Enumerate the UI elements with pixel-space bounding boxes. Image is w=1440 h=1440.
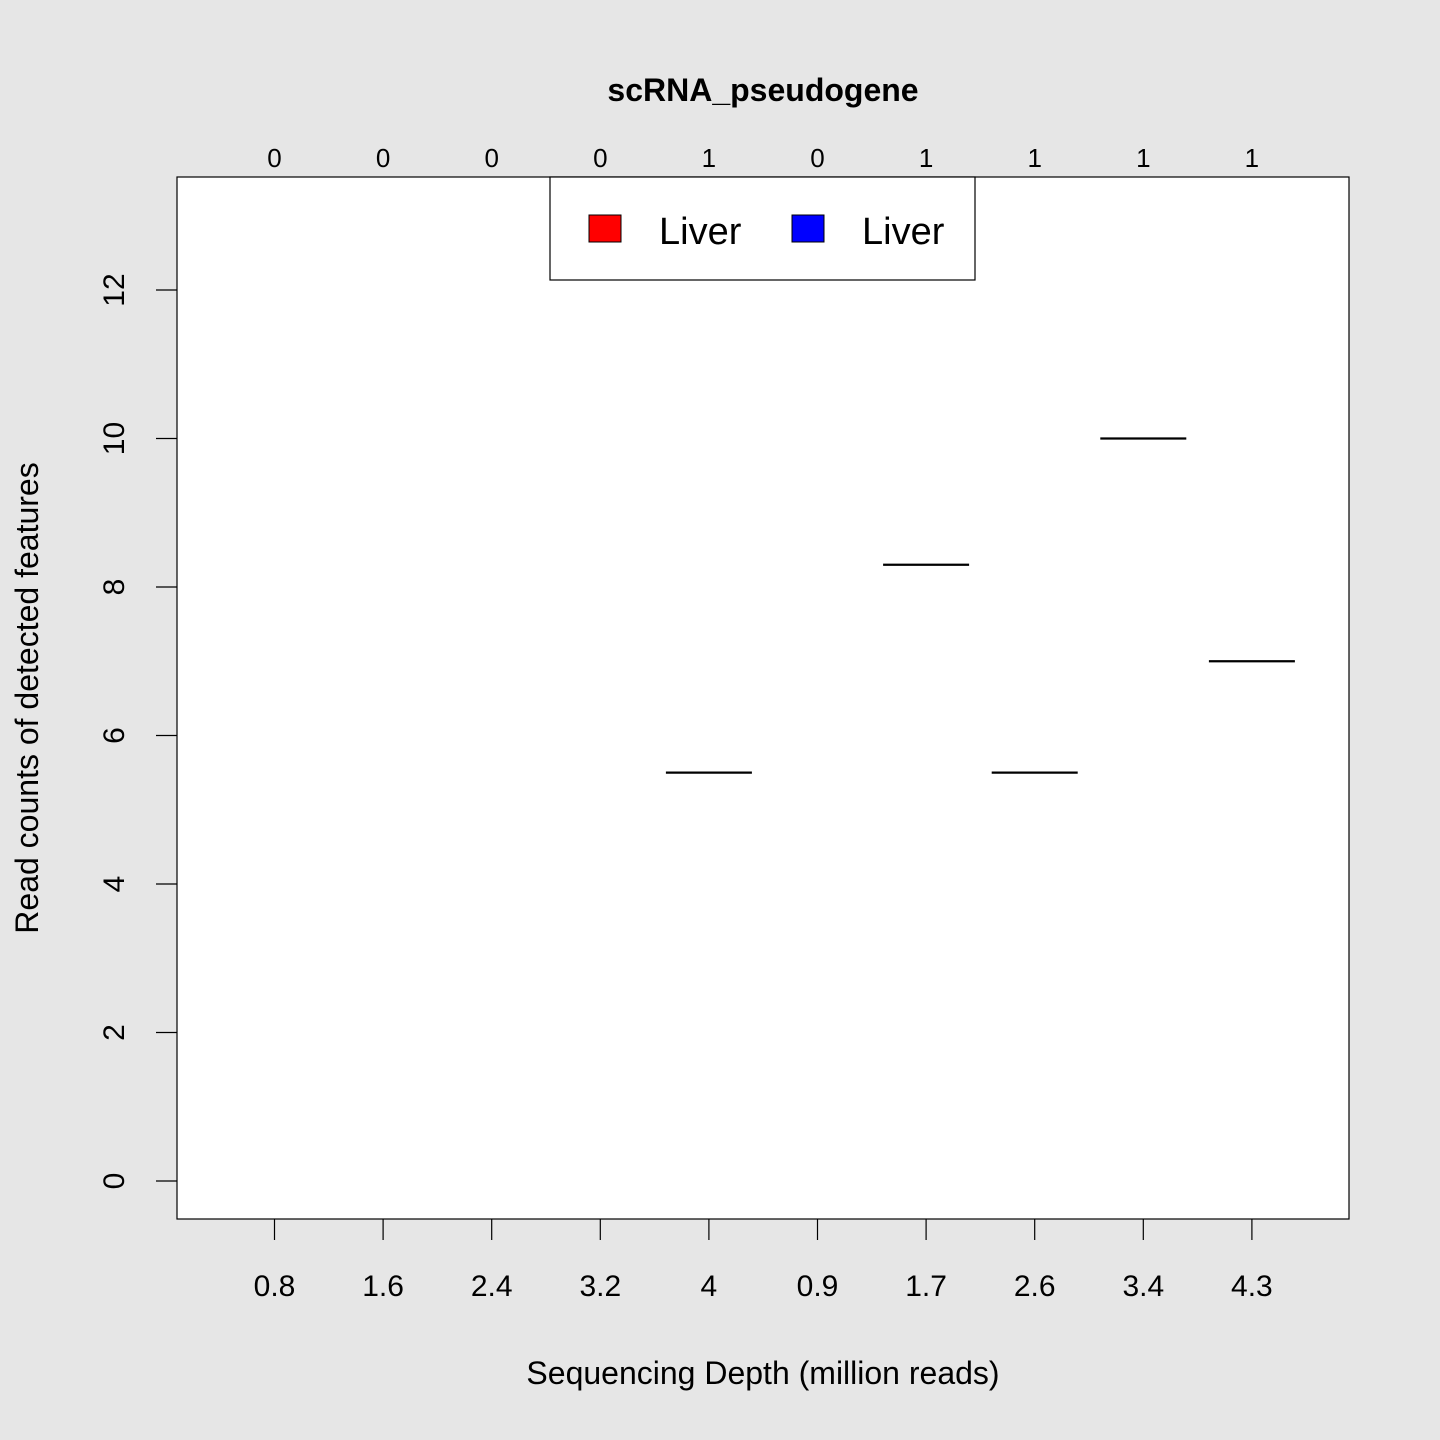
x-tick-label: 4.3 — [1231, 1270, 1273, 1303]
top-count-label: 0 — [267, 143, 281, 173]
x-tick-label: 1.6 — [362, 1270, 404, 1303]
x-tick-label: 0.8 — [254, 1270, 296, 1303]
x-axis-label: Sequencing Depth (million reads) — [526, 1355, 999, 1391]
chart-title: scRNA_pseudogene — [607, 72, 918, 108]
x-tick-label: 2.4 — [471, 1270, 513, 1303]
legend: Liver Liver — [549, 176, 976, 281]
top-count-label: 0 — [376, 143, 390, 173]
y-tick-label: 6 — [98, 727, 131, 744]
top-count-label: 1 — [1136, 143, 1150, 173]
y-axis: 0 2 4 6 8 10 12 — [98, 273, 177, 1189]
y-tick-label: 0 — [98, 1173, 131, 1190]
y-tick-label: 10 — [98, 422, 131, 455]
x-tick-label: 2.6 — [1014, 1270, 1056, 1303]
top-count-label: 0 — [484, 143, 498, 173]
median-marks — [665, 437, 1295, 774]
plot-area — [176, 176, 1350, 1220]
x-tick-label: 3.4 — [1122, 1270, 1164, 1303]
legend-swatch-liver-red — [588, 214, 622, 243]
y-tick-label: 12 — [98, 273, 131, 306]
legend-label-liver-red: Liver — [659, 211, 742, 253]
top-count-label: 0 — [593, 143, 607, 173]
x-tick-label: 0.9 — [797, 1270, 839, 1303]
x-tick-label: 1.7 — [905, 1270, 947, 1303]
top-count-labels: 0 0 0 0 1 0 1 1 1 1 — [267, 143, 1259, 173]
legend-label-liver-blue: Liver — [862, 211, 945, 253]
top-count-label: 1 — [1027, 143, 1041, 173]
y-tick-label: 4 — [98, 876, 131, 893]
x-tick-label: 3.2 — [579, 1270, 621, 1303]
top-count-label: 1 — [1245, 143, 1259, 173]
y-tick-label: 8 — [98, 579, 131, 596]
top-count-label: 1 — [702, 143, 716, 173]
legend-swatch-liver-blue — [791, 214, 825, 243]
top-count-label: 1 — [919, 143, 933, 173]
top-count-label: 0 — [810, 143, 824, 173]
x-tick-label: 4 — [701, 1270, 718, 1303]
y-axis-label: Read counts of detected features — [9, 462, 45, 933]
x-axis: 0.8 1.6 2.4 3.2 4 0.9 1.7 2.6 3.4 4.3 — [254, 1219, 1273, 1303]
y-tick-label: 2 — [98, 1024, 131, 1041]
